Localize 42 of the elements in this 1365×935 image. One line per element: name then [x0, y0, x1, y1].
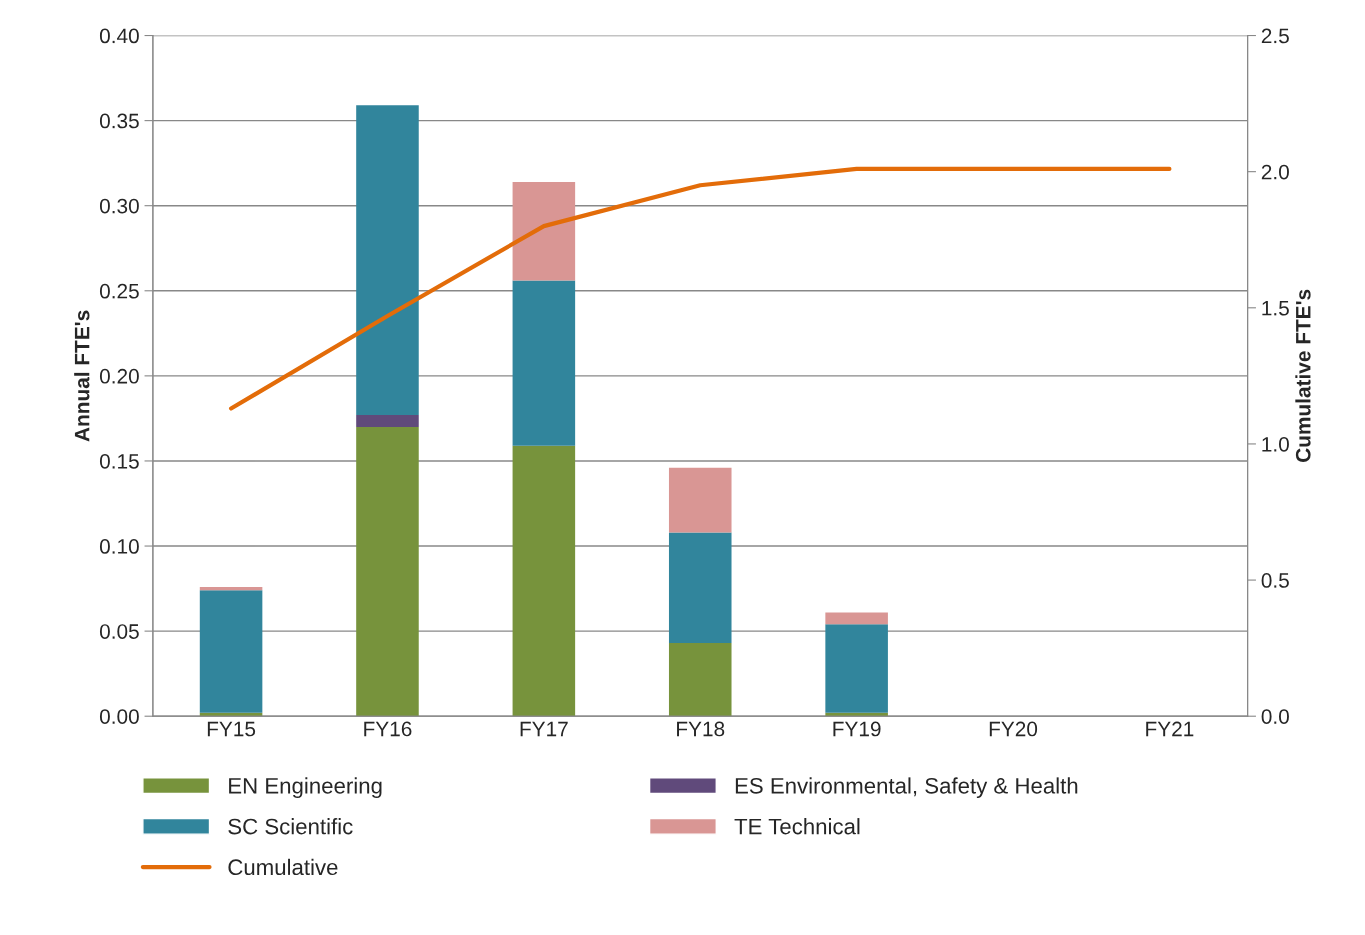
bar: [512, 280, 576, 446]
bar: [668, 467, 732, 533]
bar: [356, 105, 419, 416]
y-axis-title: Annual FTE's: [74, 310, 90, 442]
bar: [199, 590, 263, 713]
bar: [825, 612, 888, 625]
y2-tick-label: 1.0: [1262, 436, 1289, 452]
x-tick-label: FY18: [677, 721, 725, 737]
y2-tick-label: 2.5: [1261, 28, 1289, 44]
y-tick-label: 0.40: [99, 28, 139, 44]
y-tick-label: 0.00: [99, 709, 139, 724]
y2-tick-label: 0.0: [1261, 709, 1289, 724]
y-tick-label: 0.10: [99, 539, 139, 554]
bar: [668, 643, 732, 717]
y2-tick-label: 1.5: [1262, 301, 1289, 316]
y-tick-label: 0.25: [99, 283, 139, 299]
legend-label: ES Environmental, Safety & Health: [735, 777, 1078, 799]
legend-label: TE Technical: [734, 818, 860, 835]
x-tick-label: FY21: [1146, 721, 1194, 737]
legend-label: Cumulative: [228, 858, 338, 876]
bar: [825, 624, 888, 713]
y2-tick-label: 2.0: [1261, 164, 1289, 180]
y-tick-label: 0.30: [99, 198, 139, 214]
bar: [668, 532, 732, 644]
y-tick-label: 0.35: [99, 113, 139, 129]
bar: [356, 426, 419, 717]
bar: [512, 181, 576, 281]
y-tick-label: 0.15: [99, 453, 139, 469]
y-tick-label: 0.20: [99, 368, 139, 384]
y2-tick-label: 0.5: [1261, 573, 1289, 588]
line-series: [228, 166, 1172, 411]
x-tick-label: FY17: [520, 721, 568, 737]
y2-axis-title: Cumulative FTE's: [1295, 289, 1311, 462]
bar: [356, 415, 419, 427]
x-tick-label: FY15: [207, 721, 256, 737]
bar: [512, 445, 576, 717]
x-tick-label: FY20: [989, 721, 1038, 737]
legend-label: EN Engineering: [229, 777, 382, 799]
y-tick-label: 0.05: [99, 624, 139, 639]
legend-label: SC Scientific: [228, 818, 353, 835]
x-tick-label: FY19: [833, 721, 881, 737]
x-tick-label: FY16: [364, 721, 412, 737]
